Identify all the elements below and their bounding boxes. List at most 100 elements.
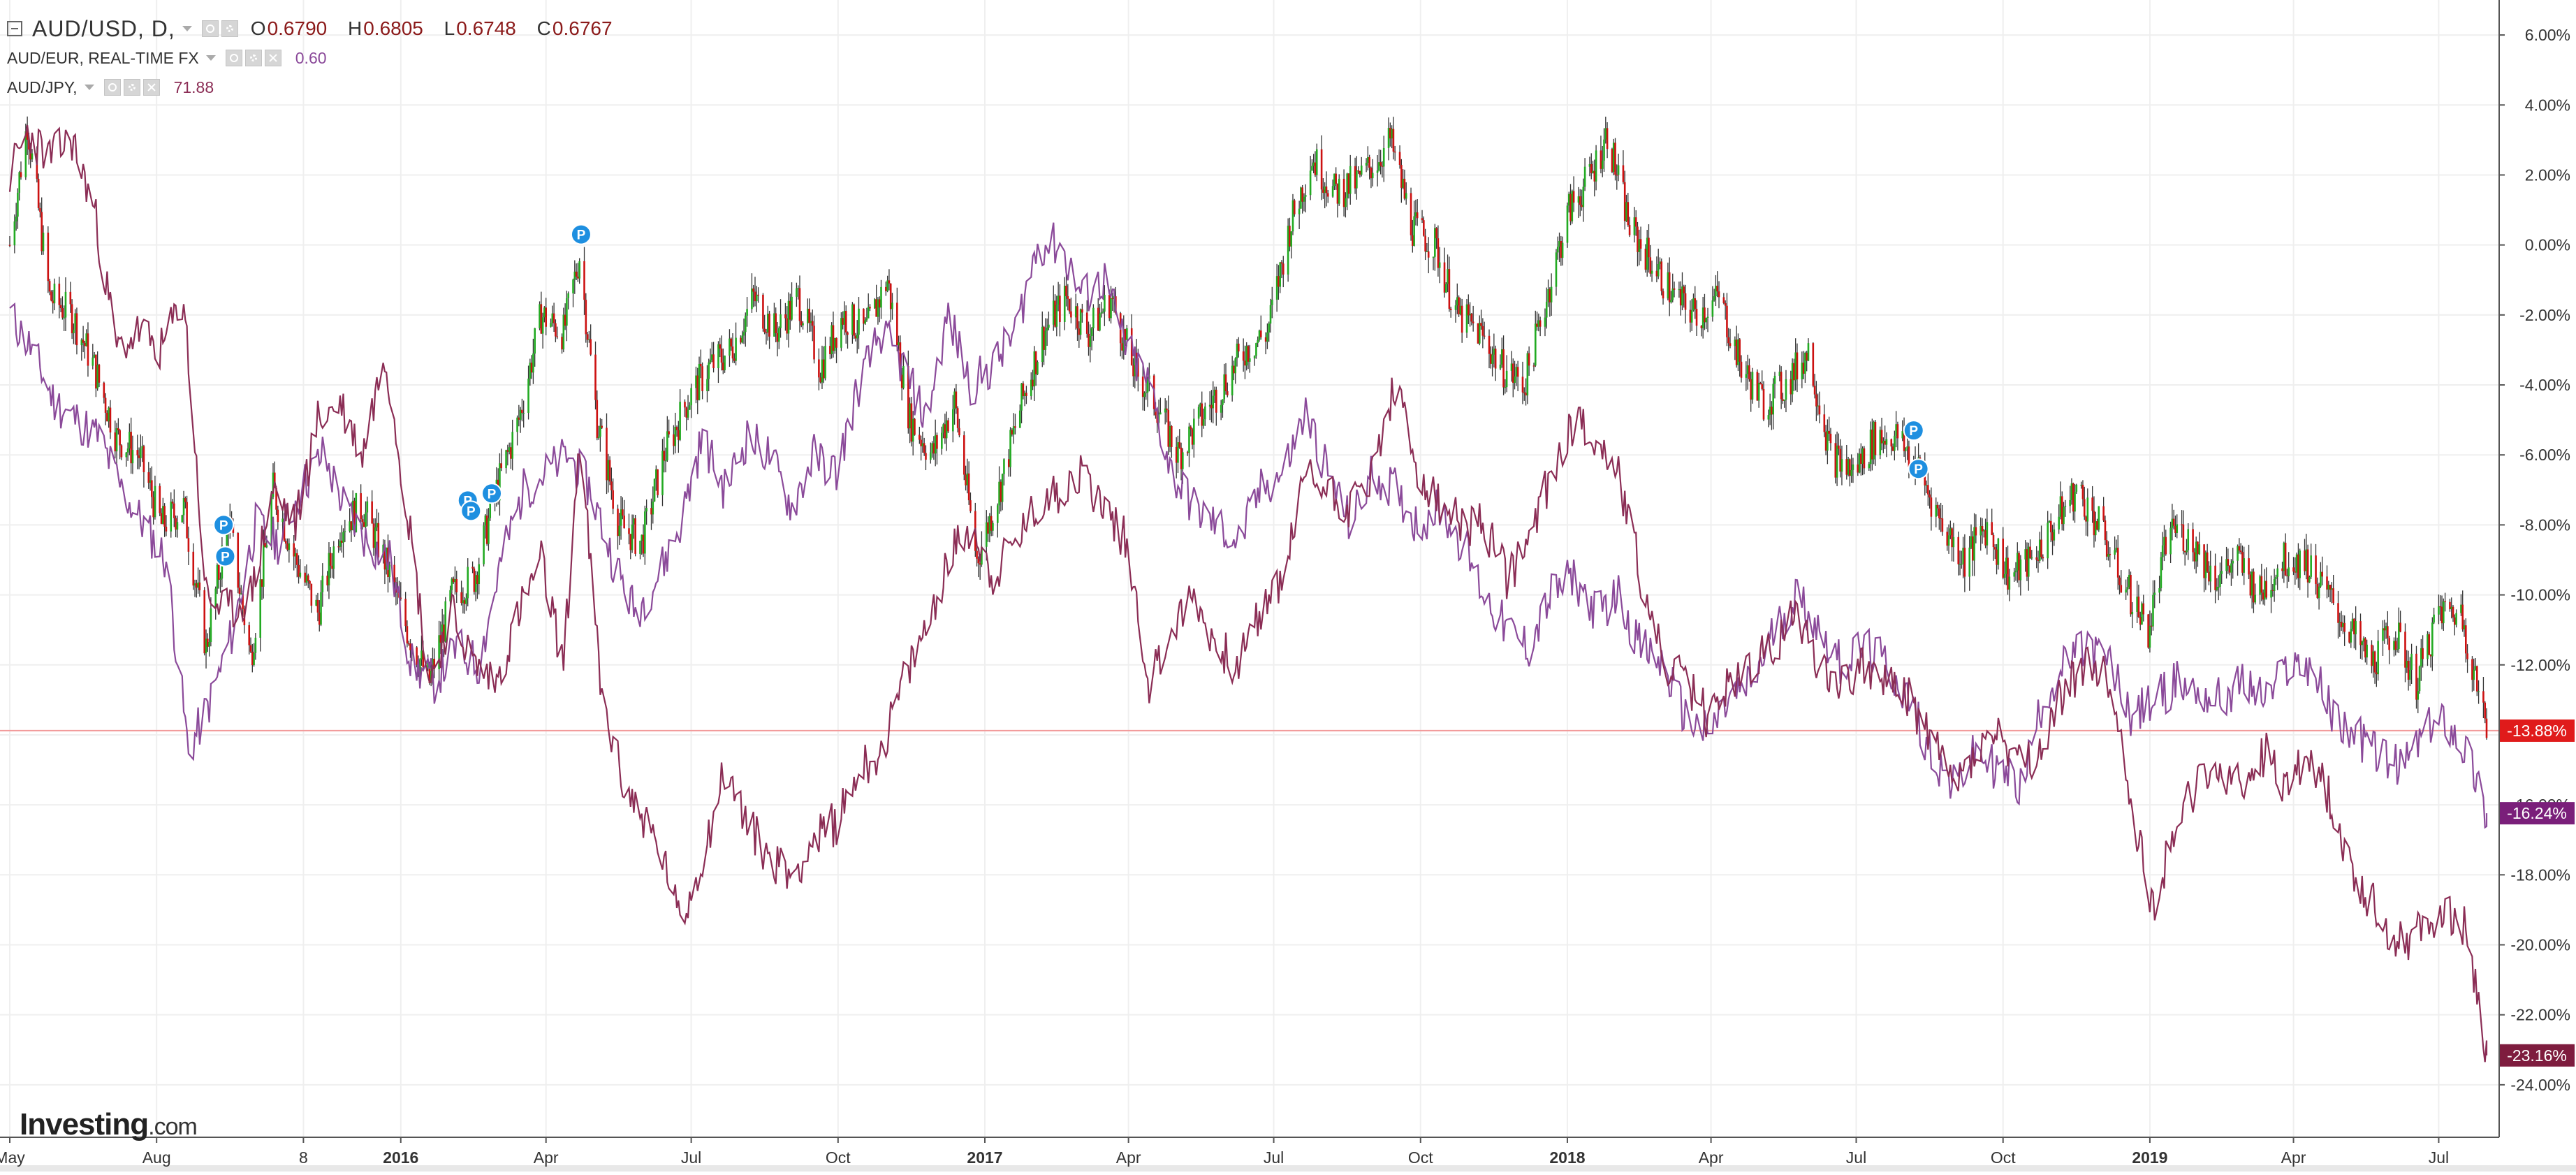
candle-body [730, 338, 733, 347]
candle-body [932, 443, 935, 454]
candle-body [925, 453, 927, 460]
candle-body [1301, 187, 1303, 202]
candle-body [1996, 549, 1998, 565]
event-marker[interactable] [213, 514, 235, 536]
candle-body [919, 435, 921, 440]
candle-body [1804, 352, 1806, 374]
primary-symbol[interactable]: AUD/USD, D, [32, 15, 175, 41]
ohlc-close-label: C [536, 17, 551, 39]
gear-icon[interactable] [123, 79, 140, 96]
candle-body [2085, 516, 2087, 522]
candle-body [109, 407, 112, 433]
candle-body [1134, 352, 1136, 377]
close-icon[interactable] [142, 79, 160, 96]
overlay-series [8, 124, 2488, 1063]
candle-body [344, 531, 346, 532]
candle-body [909, 403, 911, 429]
candle-body [1528, 353, 1530, 366]
candle-body [800, 321, 803, 326]
candle-body [1847, 459, 1850, 475]
candle-body [1558, 241, 1560, 247]
gear-icon[interactable] [221, 20, 238, 37]
candle-body [541, 317, 544, 334]
candle-body [720, 348, 723, 363]
candle-body [1836, 445, 1838, 478]
candle-body [2197, 541, 2199, 555]
candle-body [1052, 300, 1055, 325]
event-marker[interactable] [570, 224, 592, 245]
candle-body [1802, 363, 1805, 374]
candle-body [129, 432, 131, 449]
candle-body [85, 333, 87, 346]
candle-body [2070, 483, 2073, 500]
candle-body [1984, 530, 1986, 546]
candle-body [2248, 558, 2250, 575]
price-tags: -13.88% -16.24% -23.16% [2500, 719, 2575, 1067]
candle-body [1971, 536, 1974, 561]
aud-jpy-symbol[interactable]: AUD/JPY, [7, 78, 78, 96]
candle-body [2172, 518, 2175, 526]
candle-body [746, 309, 748, 316]
candle-body [455, 578, 458, 592]
candle-body [1716, 286, 1719, 292]
candle-body [1449, 308, 1452, 310]
candle-body [674, 426, 677, 446]
candle-body [776, 333, 779, 342]
eye-icon[interactable] [103, 79, 121, 96]
y-tick-label: -22.00% [2510, 1006, 2570, 1024]
chevron-down-icon[interactable] [84, 85, 94, 90]
candle-body [1782, 399, 1784, 401]
event-marker[interactable] [1903, 420, 1924, 441]
candle-body [1772, 384, 1774, 415]
candle-body [1392, 129, 1395, 152]
candle-body [889, 283, 892, 309]
event-marker[interactable] [1908, 458, 1929, 480]
chevron-down-icon[interactable] [205, 55, 216, 61]
candle-body [1259, 330, 1262, 337]
event-marker[interactable] [460, 500, 482, 522]
event-marker[interactable] [481, 483, 503, 504]
candle-body [1807, 343, 1810, 361]
candle-body [2482, 691, 2484, 703]
eye-icon[interactable] [225, 50, 242, 66]
candle-body [1660, 261, 1663, 291]
candle-body [175, 518, 177, 530]
candle-body [1657, 264, 1660, 277]
candle-body [295, 553, 298, 565]
candle-body [1628, 225, 1631, 235]
scrollbar-track[interactable] [0, 1165, 2576, 1172]
candle-body [1315, 149, 1318, 175]
chevron-down-icon[interactable] [182, 26, 192, 31]
gear-icon[interactable] [244, 50, 262, 66]
candle-body [2320, 571, 2322, 587]
candle-body [95, 354, 97, 389]
candle-body [1679, 289, 1682, 306]
candle-body [787, 300, 790, 334]
candle-body [1099, 313, 1101, 331]
candle-body [374, 527, 376, 548]
candle-body [900, 374, 903, 388]
candle-body [1973, 527, 1975, 561]
candle-body [1970, 536, 1973, 548]
logo-domain: .com [148, 1114, 198, 1140]
candle-body [87, 333, 89, 366]
candle-body [309, 581, 311, 584]
eye-icon[interactable] [201, 20, 219, 37]
candle-body [2048, 520, 2051, 523]
candle-body [1644, 248, 1647, 270]
candle-body [1289, 226, 1291, 247]
aud-eur-symbol[interactable]: AUD/EUR, REAL-TIME FX [7, 48, 199, 67]
collapse-icon[interactable] [7, 21, 22, 36]
candle-body [744, 315, 747, 333]
candle-body [1041, 326, 1044, 363]
close-icon[interactable] [264, 50, 281, 66]
candle-body [1735, 340, 1738, 365]
candle-body [1582, 187, 1585, 207]
event-marker[interactable] [214, 546, 236, 567]
candle-body [2116, 548, 2119, 578]
candle-body [203, 590, 206, 654]
candle-body [789, 300, 791, 320]
candle-body [2058, 516, 2060, 530]
